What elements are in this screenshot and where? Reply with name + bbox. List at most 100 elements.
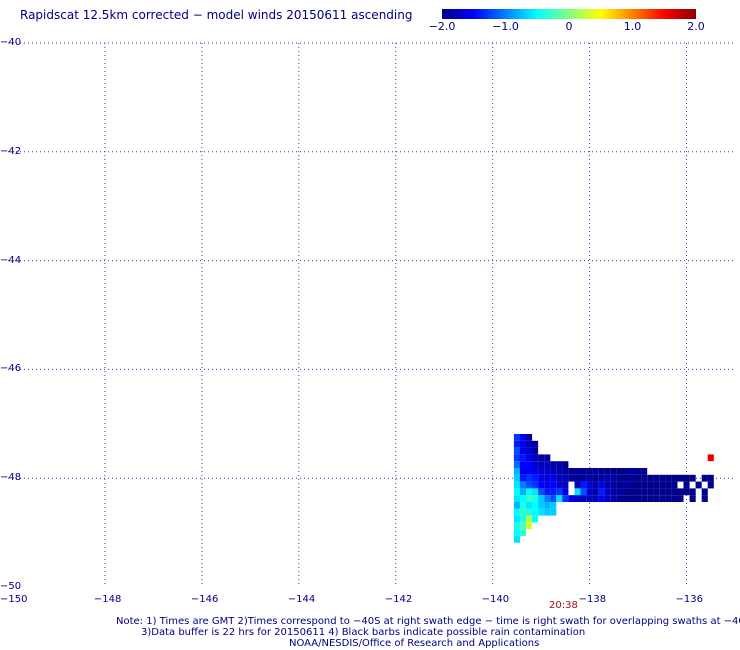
latitude-label: −48 — [0, 472, 22, 484]
wind-cell — [544, 502, 551, 509]
wind-cell — [513, 440, 520, 448]
wind-cell — [544, 468, 551, 475]
wind-cell — [538, 481, 545, 489]
wind-cell — [519, 508, 526, 516]
wind-cell — [544, 474, 551, 482]
wind-cell — [659, 488, 666, 496]
wind-cell — [513, 536, 520, 543]
colorbar-tick-label: −2.0 — [428, 20, 456, 33]
wind-cell — [513, 454, 520, 462]
wind-cell — [532, 515, 539, 523]
wind-cell — [641, 468, 648, 475]
wind-cell — [665, 495, 672, 502]
wind-cell — [635, 488, 642, 496]
wind-cell — [659, 481, 666, 489]
wind-cell — [610, 481, 617, 489]
wind-cell — [513, 529, 520, 536]
wind-cell — [635, 468, 642, 475]
wind-cell — [574, 481, 581, 489]
wind-cell — [592, 488, 599, 496]
wind-cell — [562, 495, 569, 502]
wind-cell — [586, 495, 593, 502]
wind-cell — [526, 522, 533, 530]
latitude-label: −40 — [0, 37, 22, 48]
wind-cell — [580, 474, 587, 482]
wind-cell — [513, 508, 520, 516]
wind-cell — [592, 474, 599, 482]
wind-cell — [556, 474, 563, 482]
wind-cell — [689, 474, 696, 482]
wind-cell — [519, 522, 526, 530]
longitude-label: −150 — [0, 594, 28, 605]
wind-cell — [550, 468, 557, 475]
wind-cell — [562, 481, 569, 489]
wind-cell — [683, 481, 690, 489]
wind-cell — [562, 474, 569, 482]
wind-cell — [519, 447, 526, 455]
wind-cell — [647, 488, 654, 496]
wind-cell — [544, 488, 551, 496]
wind-cell — [683, 488, 690, 496]
wind-cell — [562, 461, 569, 468]
wind-cell — [598, 474, 605, 482]
latitude-label: −44 — [0, 254, 22, 266]
wind-cell — [513, 495, 520, 502]
wind-cell — [532, 495, 539, 502]
wind-cell — [653, 481, 660, 489]
wind-cell — [592, 495, 599, 502]
wind-cell — [526, 488, 533, 496]
wind-cell — [550, 495, 557, 502]
wind-cell — [519, 495, 526, 502]
wind-cell — [629, 481, 636, 489]
wind-cell — [526, 454, 533, 462]
wind-cell — [550, 508, 557, 516]
wind-cell — [538, 474, 545, 482]
wind-cell — [689, 488, 696, 496]
wind-cell — [610, 488, 617, 496]
wind-cell — [653, 488, 660, 496]
wind-cell — [701, 488, 708, 496]
wind-cell — [677, 495, 684, 502]
wind-cell — [586, 488, 593, 496]
wind-cell — [568, 495, 575, 502]
wind-cell — [629, 474, 636, 482]
wind-cell — [526, 474, 533, 482]
wind-cell — [580, 468, 587, 475]
wind-cell — [526, 495, 533, 502]
wind-cell — [519, 454, 526, 462]
wind-cell — [653, 474, 660, 482]
wind-cell — [616, 495, 623, 502]
wind-cell — [526, 481, 533, 489]
wind-cell — [665, 488, 672, 496]
wind-cell — [550, 474, 557, 482]
wind-cell — [574, 468, 581, 475]
wind-cell — [513, 434, 520, 441]
wind-cell — [683, 474, 690, 482]
wind-cell — [635, 495, 642, 502]
wind-cell — [556, 481, 563, 489]
wind-cell — [629, 495, 636, 502]
wind-cell — [538, 488, 545, 496]
wind-cell — [677, 488, 684, 496]
wind-cell — [622, 495, 629, 502]
wind-cell — [519, 440, 526, 448]
wind-cell — [610, 495, 617, 502]
wind-cell — [647, 481, 654, 489]
longitude-label: −142 — [384, 594, 413, 605]
wind-cell — [532, 488, 539, 496]
wind-cell — [610, 474, 617, 482]
wind-cell — [671, 481, 678, 489]
longitude-label: −138 — [578, 594, 607, 605]
figure-title: Rapidscat 12.5km corrected − model winds… — [20, 8, 413, 22]
wind-cell — [532, 461, 539, 468]
wind-cell — [622, 468, 629, 475]
latitude-label: −42 — [0, 145, 22, 157]
wind-cell — [641, 495, 648, 502]
longitude-label: −144 — [287, 594, 316, 605]
wind-cell — [616, 488, 623, 496]
wind-cell — [550, 502, 557, 509]
wind-cell — [532, 440, 539, 448]
wind-cell — [622, 474, 629, 482]
